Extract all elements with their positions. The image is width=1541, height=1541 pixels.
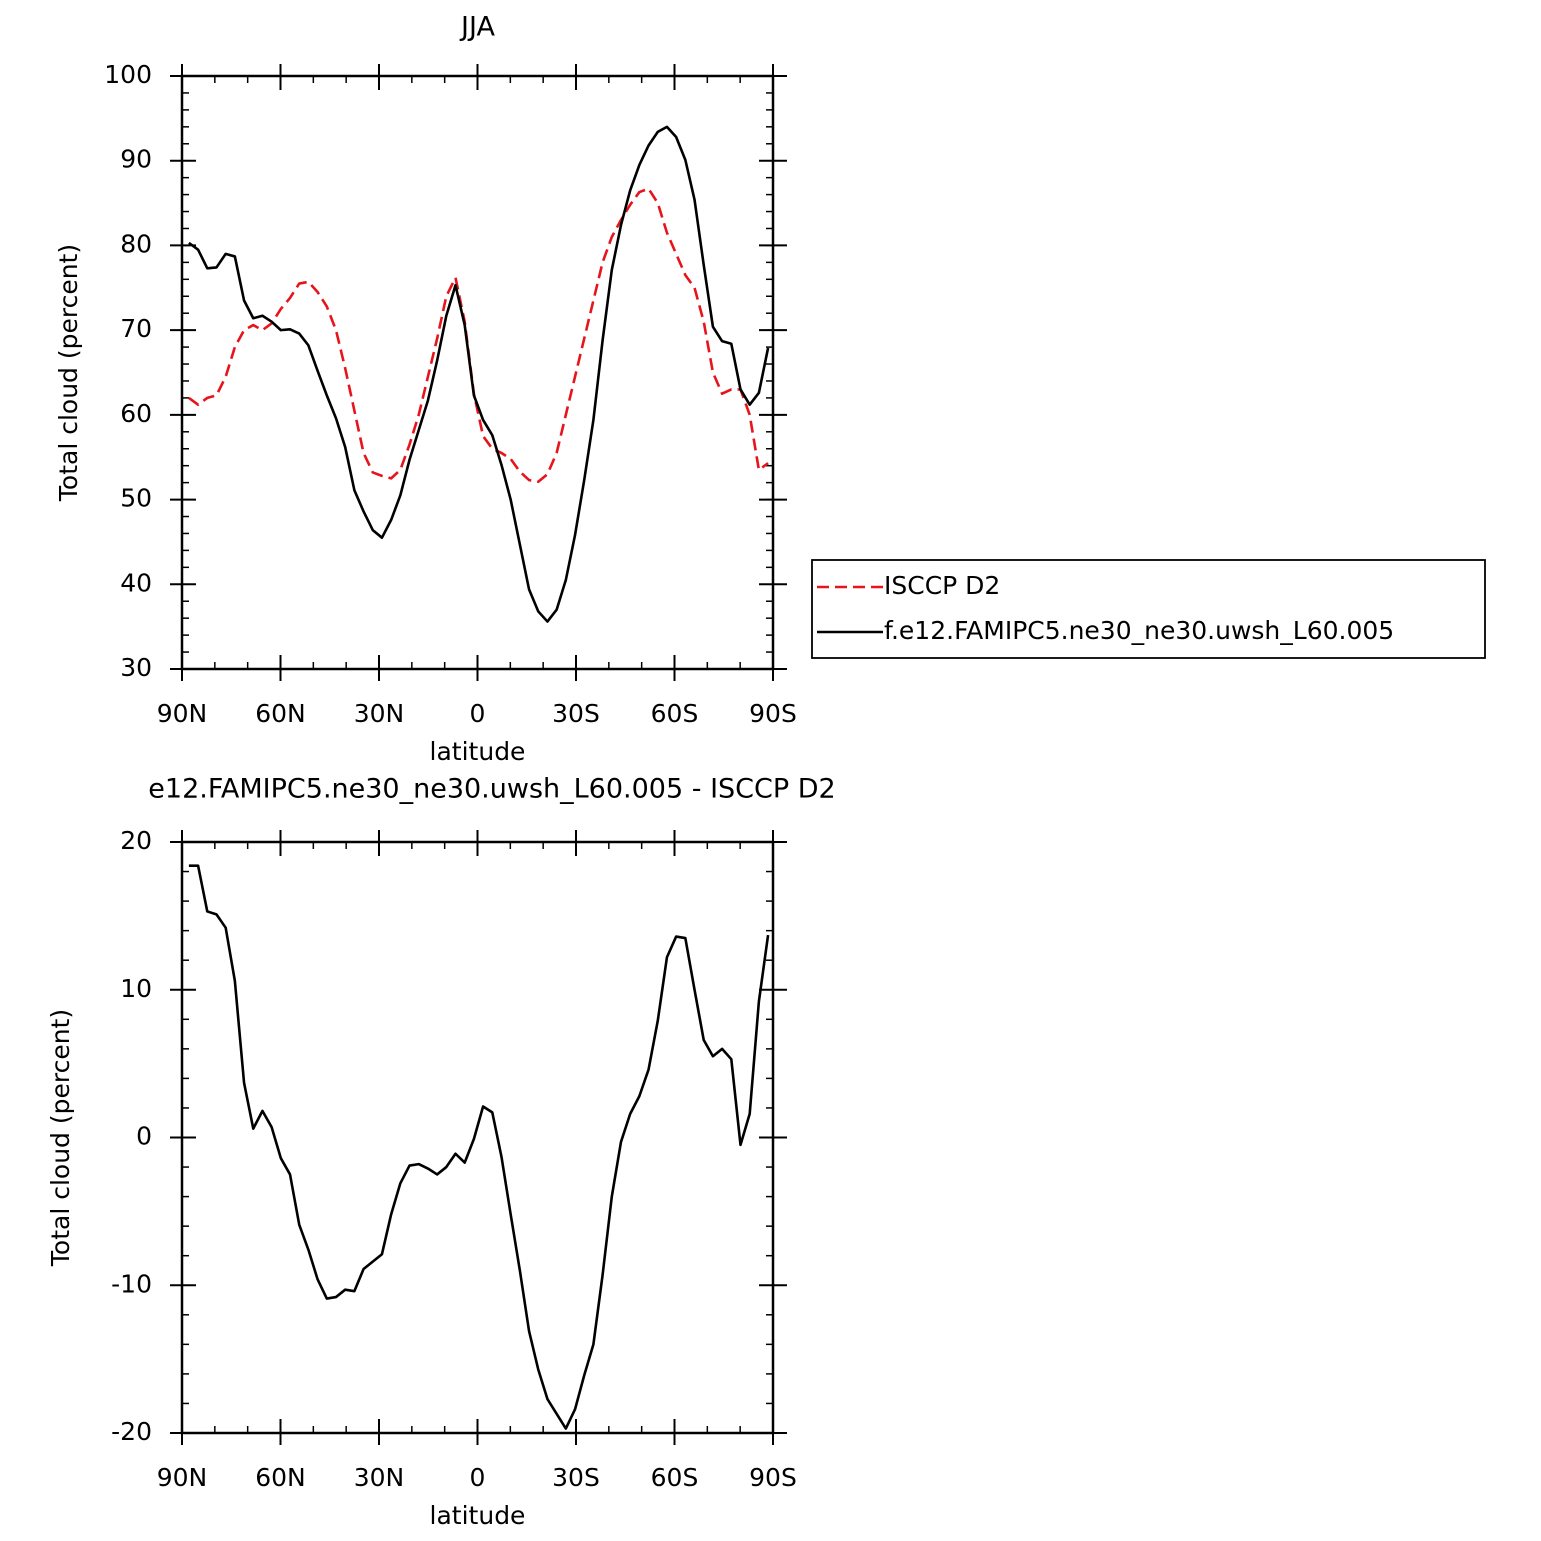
x-tick-label: 90S [749,699,797,728]
y-tick-label: 30 [120,653,152,682]
x-tick-label: 60S [651,699,699,728]
x-tick-label: 30N [354,699,405,728]
data-line [188,864,770,1430]
y-axis-label: Total cloud (percent) [46,1009,75,1267]
y-tick-label: 90 [120,145,152,174]
legend-label: ISCCP D2 [884,571,1000,600]
y-tick-label: 100 [104,60,152,89]
data-line [188,125,770,623]
plot-frame [180,840,775,1435]
data-line [188,187,769,484]
x-tick-label: 30S [552,699,600,728]
y-tick-label: 50 [120,484,152,513]
x-tick-label: 60N [255,1463,306,1492]
x-axis-label: latitude [430,737,526,766]
x-tick-label: 0 [470,1463,486,1492]
y-tick-label: 80 [120,229,152,258]
x-tick-label: 90N [157,1463,208,1492]
legend-label: f.e12.FAMIPC5.ne30_ne30.uwsh_L60.005 [884,616,1394,645]
y-tick-label: 20 [120,826,152,855]
y-tick-label: 10 [120,974,152,1003]
y-tick-label: -10 [111,1269,152,1298]
x-tick-label: 30S [552,1463,600,1492]
x-tick-label: 90S [749,1463,797,1492]
x-tick-label: 0 [470,699,486,728]
y-tick-label: 40 [120,568,152,597]
chart-title: JJA [459,12,495,43]
x-tick-label: 30N [354,1463,405,1492]
y-axis-label: Total cloud (percent) [54,244,83,502]
y-tick-label: -20 [111,1417,152,1446]
x-tick-label: 60N [255,699,306,728]
y-tick-label: 70 [120,314,152,343]
plot-frame [180,74,775,671]
x-tick-label: 90N [157,699,208,728]
chart-title: e12.FAMIPC5.ne30_ne30.uwsh_L60.005 - ISC… [148,774,835,805]
y-tick-label: 0 [136,1122,152,1151]
y-tick-label: 60 [120,399,152,428]
x-axis-label: latitude [430,1501,526,1530]
legend-box [811,559,1486,659]
x-tick-label: 60S [651,1463,699,1492]
